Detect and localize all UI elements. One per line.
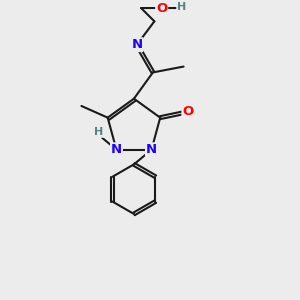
- Text: N: N: [111, 143, 122, 156]
- Text: N: N: [131, 38, 142, 51]
- Text: H: H: [177, 2, 186, 12]
- Text: O: O: [182, 105, 194, 118]
- Text: N: N: [146, 143, 157, 156]
- Text: O: O: [156, 2, 167, 15]
- Text: H: H: [94, 127, 104, 137]
